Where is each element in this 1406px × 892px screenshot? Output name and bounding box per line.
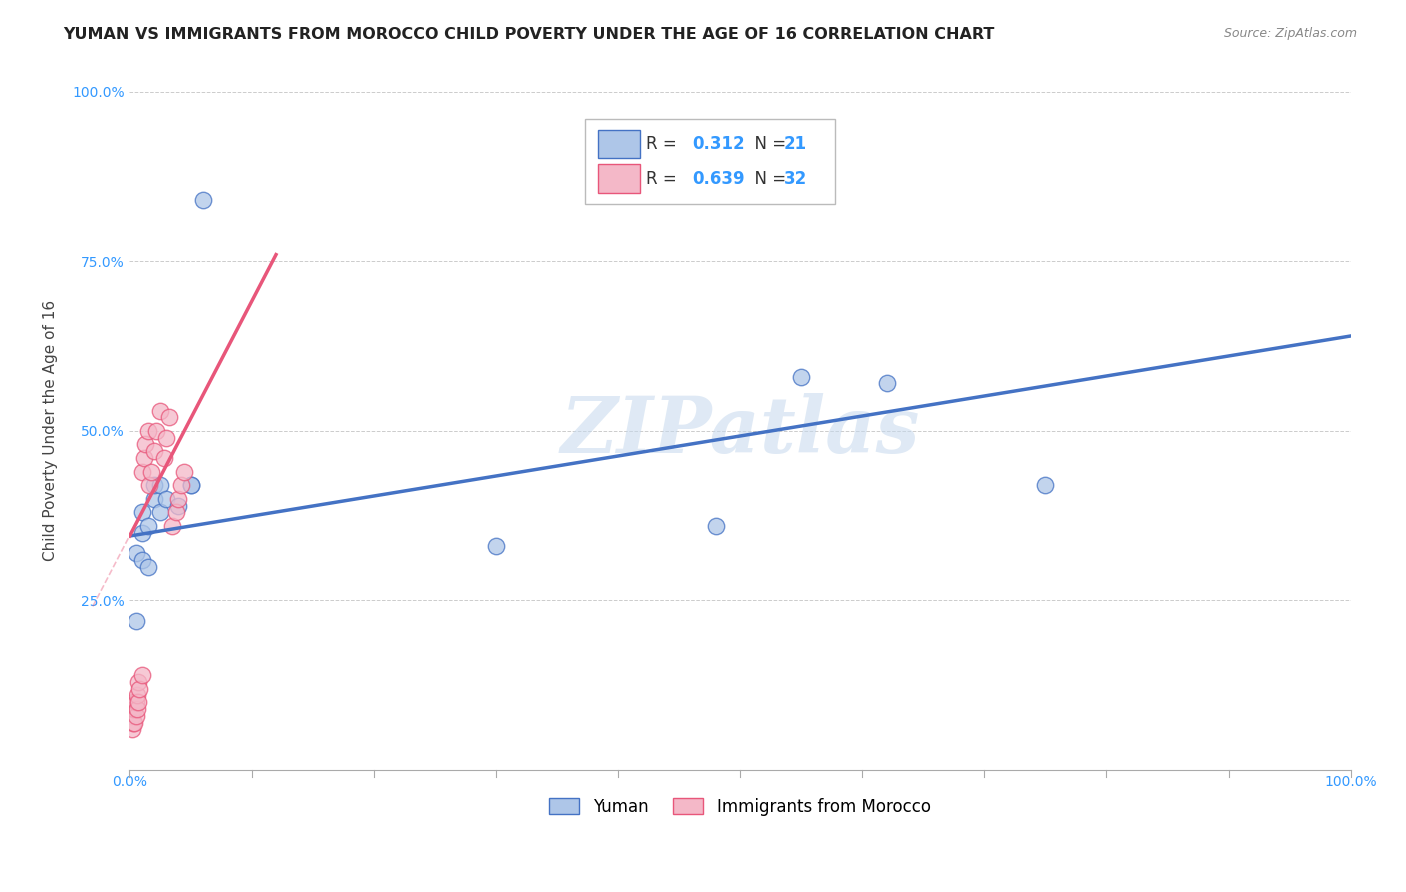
Point (125, 689, 148, 703)
Point (167, 499, 190, 513)
Y-axis label: Child Poverty Under the Age of 16: Child Poverty Under the Age of 16 (44, 301, 58, 561)
Text: ZIPatlas: ZIPatlas (561, 392, 920, 469)
Point (1033, 478, 1056, 492)
Point (165, 505, 187, 519)
Legend: Yuman, Immigrants from Morocco: Yuman, Immigrants from Morocco (543, 791, 938, 822)
Point (157, 410, 180, 425)
Point (191, 194, 214, 208)
Point (141, 465, 163, 479)
Point (136, 559, 159, 574)
FancyBboxPatch shape (585, 119, 835, 203)
Text: 0.639: 0.639 (692, 169, 745, 187)
Point (122, 695, 145, 709)
Text: N =: N = (744, 135, 792, 153)
FancyBboxPatch shape (599, 130, 640, 158)
Point (124, 614, 146, 628)
Point (485, 539, 508, 553)
Point (124, 708, 146, 723)
Point (136, 519, 159, 533)
Point (149, 403, 172, 417)
Point (180, 478, 202, 492)
Point (704, 519, 727, 533)
Point (131, 465, 153, 479)
Point (131, 525, 153, 540)
Point (134, 437, 156, 451)
Point (142, 444, 165, 458)
Text: Source: ZipAtlas.com: Source: ZipAtlas.com (1223, 27, 1357, 40)
Point (180, 478, 202, 492)
Text: 0.312: 0.312 (692, 135, 745, 153)
Point (167, 491, 190, 506)
Point (131, 553, 153, 567)
Point (131, 505, 153, 519)
Text: N =: N = (744, 169, 792, 187)
Text: R =: R = (645, 169, 682, 187)
Point (790, 369, 813, 384)
Point (170, 478, 193, 492)
Point (149, 478, 172, 492)
Point (124, 702, 146, 716)
Point (155, 491, 177, 506)
FancyBboxPatch shape (599, 164, 640, 193)
Text: YUMAN VS IMMIGRANTS FROM MOROCCO CHILD POVERTY UNDER THE AGE OF 16 CORRELATION C: YUMAN VS IMMIGRANTS FROM MOROCCO CHILD P… (63, 27, 994, 42)
Point (173, 465, 195, 479)
Point (138, 478, 160, 492)
Point (136, 424, 159, 438)
Point (131, 668, 153, 682)
Text: R =: R = (645, 135, 682, 153)
Point (142, 478, 165, 492)
Point (876, 376, 898, 391)
Point (125, 702, 148, 716)
Point (122, 715, 145, 730)
Point (142, 491, 165, 506)
Point (127, 695, 149, 709)
Text: 32: 32 (785, 169, 807, 187)
Point (155, 431, 177, 445)
Point (121, 723, 143, 737)
Point (124, 715, 146, 730)
Point (122, 702, 145, 716)
Text: 21: 21 (785, 135, 807, 153)
Point (145, 424, 167, 438)
Point (127, 674, 149, 689)
Point (152, 451, 174, 466)
Point (124, 546, 146, 560)
Point (134, 451, 156, 466)
Point (121, 708, 143, 723)
Point (160, 519, 183, 533)
Point (149, 505, 172, 519)
Point (128, 681, 150, 696)
Point (124, 695, 146, 709)
